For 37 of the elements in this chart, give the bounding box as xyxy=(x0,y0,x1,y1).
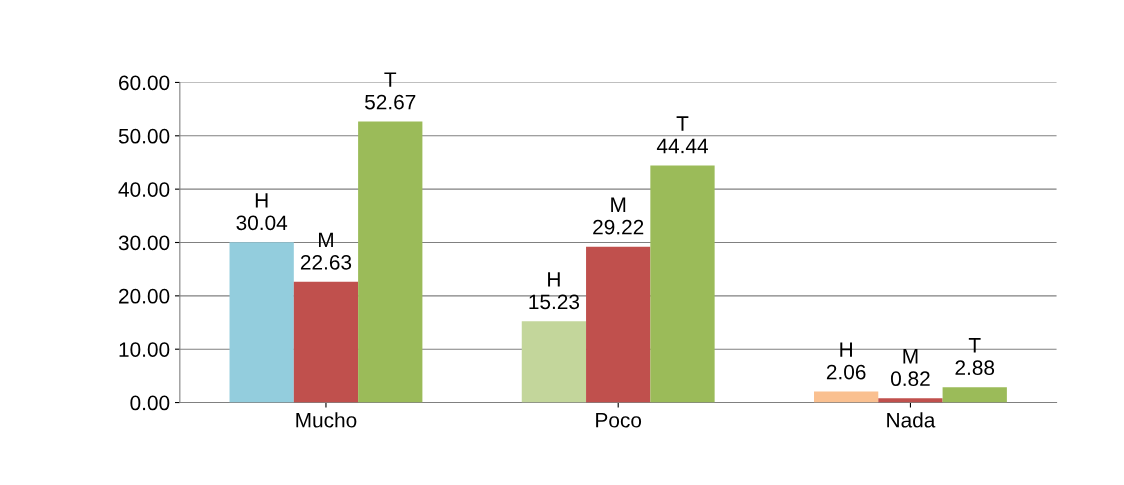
text: M xyxy=(318,232,333,248)
text: T xyxy=(968,338,981,353)
data-label: 2.88 xyxy=(955,360,995,376)
data-label: 2.06 xyxy=(826,364,866,380)
series-label: H xyxy=(255,193,268,208)
text: M xyxy=(903,349,918,364)
bar xyxy=(814,391,879,403)
text: T xyxy=(384,72,397,87)
data-label: 44.44 xyxy=(656,138,708,154)
data-label: 15.23 xyxy=(529,294,580,310)
y-tick-label: 60.00 xyxy=(119,75,170,91)
data-label: 30.04 xyxy=(236,215,288,231)
data-label: 0.82 xyxy=(890,371,930,387)
text: H xyxy=(548,272,560,287)
data-label: 52.67 xyxy=(365,94,416,110)
y-tick-label: 50.00 xyxy=(118,128,170,144)
series-label: T xyxy=(676,116,689,131)
data-label: 29.22 xyxy=(593,219,644,235)
x-tick-label: Nada xyxy=(887,412,936,428)
bar xyxy=(942,387,1007,403)
bar xyxy=(878,398,943,403)
bar xyxy=(293,281,359,403)
y-tick-label: 20.00 xyxy=(119,288,170,304)
x-tick-label: Mucho xyxy=(296,412,357,428)
bar xyxy=(521,321,587,403)
x-tick-label: Poco xyxy=(596,413,642,428)
y-tick-label: 30.00 xyxy=(118,235,170,251)
y-tick-label: 10.00 xyxy=(119,342,170,357)
series-label: M xyxy=(611,197,626,212)
y-tick-label: 0.00 xyxy=(130,395,170,411)
bar xyxy=(650,165,715,403)
y-tick-label: 40.00 xyxy=(118,182,170,197)
bar xyxy=(586,246,651,403)
bar xyxy=(358,121,423,403)
data-label: 22.63 xyxy=(300,254,352,270)
text: H xyxy=(840,342,852,357)
bar xyxy=(229,242,294,403)
